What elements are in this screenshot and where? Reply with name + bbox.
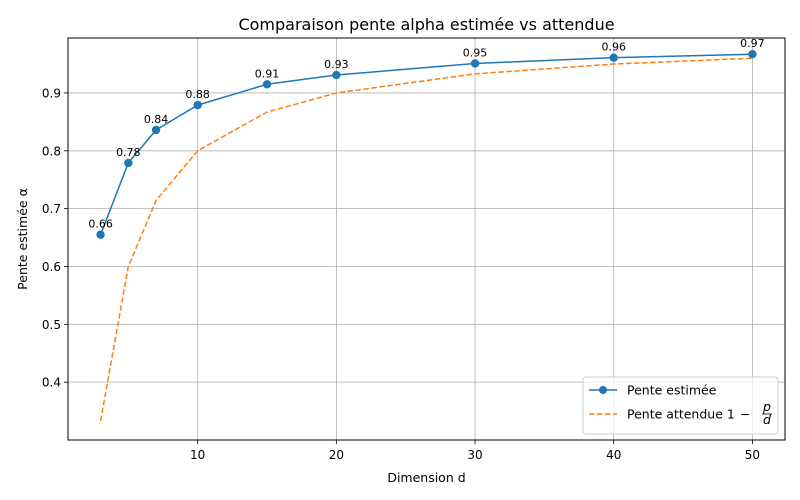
data-label: 0.95 [463,46,488,59]
data-label: 0.91 [255,67,280,80]
x-tick-label: 20 [329,448,344,462]
series-estimated-point [748,49,757,59]
data-label: 0.88 [185,88,210,101]
data-labels: 0.66 0.78 0.84 0.88 0.91 0.93 0.95 0.96 0.97 [88,37,764,230]
x-axis: 10 20 30 40 50 [190,440,760,462]
data-label: 0.84 [144,113,169,126]
legend-estimated-marker [599,386,607,394]
plot-frame [67,37,786,441]
data-label: 0.93 [324,58,349,71]
chart-title: Comparaison pente alpha estimée vs atten… [238,15,614,34]
series-estimated-point [470,59,480,68]
legend-fraction-denominator: d [763,412,771,427]
series-estimated-point [193,100,202,110]
data-label: 0.97 [740,37,765,50]
x-tick-label: 50 [745,448,760,462]
x-tick-label: 10 [190,448,205,462]
x-axis-label: Dimension d [387,470,465,485]
y-tick-label: 0.7 [42,202,61,216]
series-estimated-point [609,53,618,62]
series-layer [96,49,757,422]
series-estimated-point [96,230,105,239]
x-tick-label: 30 [467,448,482,462]
y-tick-label: 0.5 [42,318,61,332]
series-estimated-point [124,158,133,168]
y-axis-label: Pente estimée α [15,188,30,290]
y-tick-label: 0.6 [42,260,61,274]
data-label: 0.78 [116,146,141,159]
legend-estimated-label: Pente estimée [627,383,717,398]
legend-expected-minus: − [740,407,750,422]
legend-fraction-numerator: p [762,399,771,414]
data-label: 0.66 [88,218,113,231]
data-label: 0.96 [601,41,626,54]
x-tick-label: 40 [606,448,621,462]
series-estimated-point [262,80,272,89]
grid [68,38,785,440]
y-tick-label: 0.8 [42,144,61,158]
series-estimated-point [332,70,341,80]
legend-box [582,376,779,435]
series-expected-line [99,57,753,422]
series-estimated-point [151,125,161,135]
y-tick-label: 0.4 [42,376,61,390]
legend: Pente estimée Pente attendue 1 − p d [582,376,779,435]
y-axis: 0.4 0.5 0.6 0.7 0.8 0.9 [42,86,68,390]
legend-expected-label: Pente attendue 1 [627,407,735,422]
y-tick-label: 0.9 [42,86,61,100]
